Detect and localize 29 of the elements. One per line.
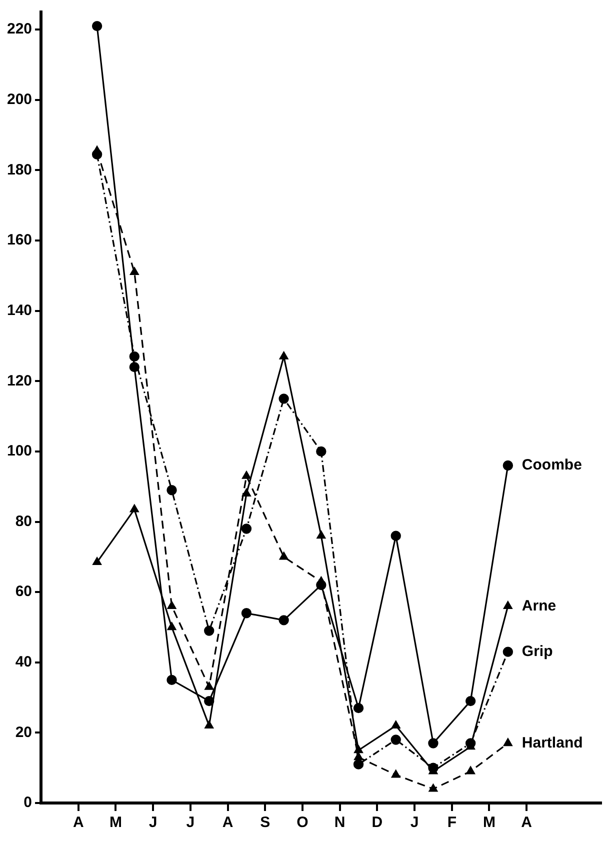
y-tick-label: 120 bbox=[6, 372, 32, 390]
x-tick-label: M bbox=[109, 814, 122, 832]
y-tick-label: 180 bbox=[6, 161, 32, 178]
y-tick-label: 100 bbox=[6, 442, 32, 460]
y-tick-label: 220 bbox=[6, 20, 32, 38]
x-tick-label: J bbox=[410, 814, 419, 832]
y-tick-label: 0 bbox=[24, 794, 32, 812]
x-tick-label: N bbox=[334, 814, 346, 832]
y-tick-label: 160 bbox=[6, 232, 32, 249]
x-tick-label: J bbox=[148, 814, 158, 832]
x-tick-label: A bbox=[72, 814, 84, 832]
x-tick-label: A bbox=[222, 814, 234, 832]
x-tick-label: D bbox=[372, 814, 383, 832]
y-tick-label: 20 bbox=[15, 724, 32, 741]
x-tick-label: S bbox=[260, 814, 270, 832]
y-tick-label: 140 bbox=[6, 302, 32, 319]
x-tick-label: O bbox=[296, 814, 309, 832]
y-tick-label: 200 bbox=[6, 91, 32, 108]
y-tick-label: 60 bbox=[15, 583, 32, 600]
y-tick-label: 40 bbox=[15, 654, 32, 671]
series-label: Coombe bbox=[522, 456, 582, 474]
x-tick-label: J bbox=[186, 814, 195, 832]
x-tick-label: A bbox=[521, 814, 532, 832]
series-label: Hartland bbox=[522, 734, 583, 752]
series-label: Grip bbox=[522, 642, 553, 660]
x-tick-label: F bbox=[447, 814, 456, 832]
series-label: Arne bbox=[522, 597, 556, 614]
x-tick-label: M bbox=[482, 814, 496, 832]
y-tick-label: 80 bbox=[15, 512, 32, 530]
